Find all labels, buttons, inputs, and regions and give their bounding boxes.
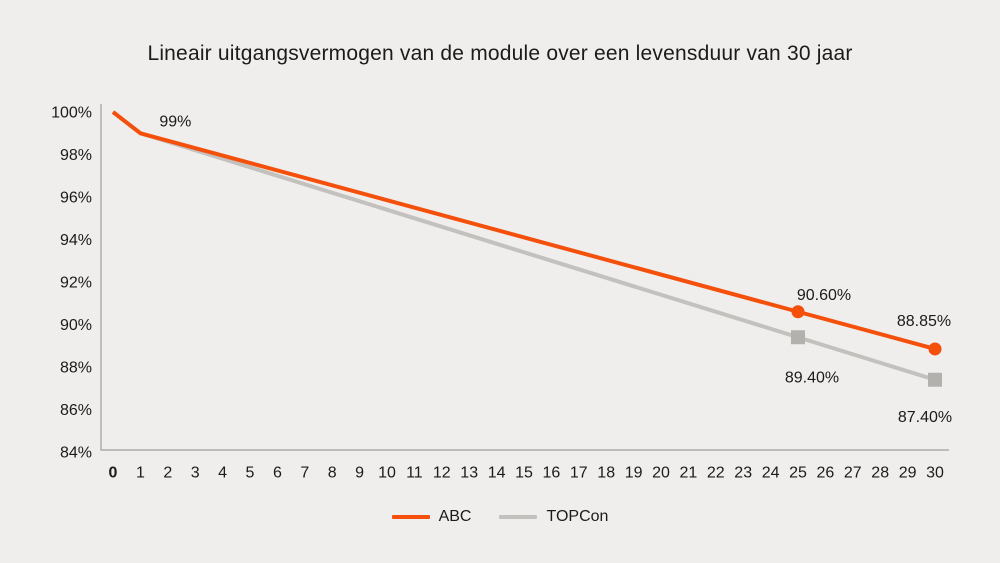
data-label: 99% <box>159 113 191 130</box>
axis-lines <box>100 104 949 451</box>
y-axis-tick-label: 92% <box>60 275 92 292</box>
x-axis-tick-label: 24 <box>762 465 780 482</box>
y-axis-tick-label: 84% <box>60 445 92 462</box>
x-axis-tick-label: 15 <box>515 465 533 482</box>
x-axis-tick-label: 9 <box>355 465 364 482</box>
abc-marker <box>791 305 805 319</box>
topcon-marker <box>928 372 942 387</box>
x-axis-tick-label: 26 <box>817 465 835 482</box>
abc-line <box>111 110 936 351</box>
data-label: 87.40% <box>898 409 952 426</box>
y-axis-tick-label: 94% <box>60 232 92 249</box>
x-axis-tick-label: 21 <box>680 465 698 482</box>
x-axis-tick-label: 30 <box>926 465 944 482</box>
x-axis-tick-label: 28 <box>871 465 889 482</box>
x-axis-tick-label: 11 <box>406 465 423 482</box>
legend-swatch-topcon <box>499 515 538 519</box>
x-axis-tick-label: 13 <box>460 465 478 482</box>
x-axis-tick-label: 22 <box>707 465 725 482</box>
topcon-line <box>111 110 936 382</box>
x-axis-tick-label: 18 <box>597 465 615 482</box>
chart-legend: ABC TOPCon <box>0 508 1000 526</box>
y-axis-tick-label: 88% <box>60 360 92 377</box>
y-axis-tick-label: 86% <box>60 402 92 419</box>
data-label: 90.60% <box>797 287 851 304</box>
y-axis-tick-label: 96% <box>60 190 92 207</box>
legend-swatch-abc <box>391 515 430 519</box>
x-axis-tick-label: 23 <box>734 465 752 482</box>
x-axis-tick-label: 20 <box>652 465 670 482</box>
data-label: 88.85% <box>897 313 951 330</box>
data-label: 89.40% <box>785 369 839 386</box>
x-axis-tick-label: 12 <box>433 465 451 482</box>
legend-label: TOPCon <box>546 508 609 525</box>
x-axis-tick-label: 14 <box>488 465 506 482</box>
x-axis-tick-label: 7 <box>300 465 309 482</box>
x-axis-tick-label: 2 <box>163 465 172 482</box>
legend-item-topcon: TOPCon <box>499 508 608 526</box>
x-axis-tick-label: 10 <box>378 465 396 482</box>
x-axis-tick-label: 17 <box>570 465 588 482</box>
x-axis-tick-label: 16 <box>543 465 561 482</box>
x-axis-tick-label: 19 <box>625 465 643 482</box>
x-axis-tick-label: 29 <box>899 465 917 482</box>
x-axis-tick-label: 25 <box>789 465 807 482</box>
topcon-marker <box>791 330 805 345</box>
x-axis-tick-label: 27 <box>844 465 862 482</box>
x-axis-tick-label: 5 <box>246 465 255 482</box>
legend-item-abc: ABC <box>391 508 472 526</box>
x-axis-tick-label: 4 <box>218 465 227 482</box>
y-axis-tick-label: 90% <box>60 317 92 334</box>
x-axis-tick-label: 0 <box>109 465 118 482</box>
x-axis-tick-label: 8 <box>328 465 337 482</box>
x-axis-tick-label: 3 <box>191 465 200 482</box>
abc-marker <box>928 342 942 356</box>
x-axis-tick-label: 6 <box>273 465 282 482</box>
y-axis-tick-label: 100% <box>51 105 92 122</box>
legend-label: ABC <box>438 508 472 525</box>
y-axis-tick-label: 98% <box>60 147 92 164</box>
chart-title: Lineair uitgangsvermogen van de module o… <box>147 42 853 65</box>
x-axis-tick-label: 1 <box>136 465 145 482</box>
